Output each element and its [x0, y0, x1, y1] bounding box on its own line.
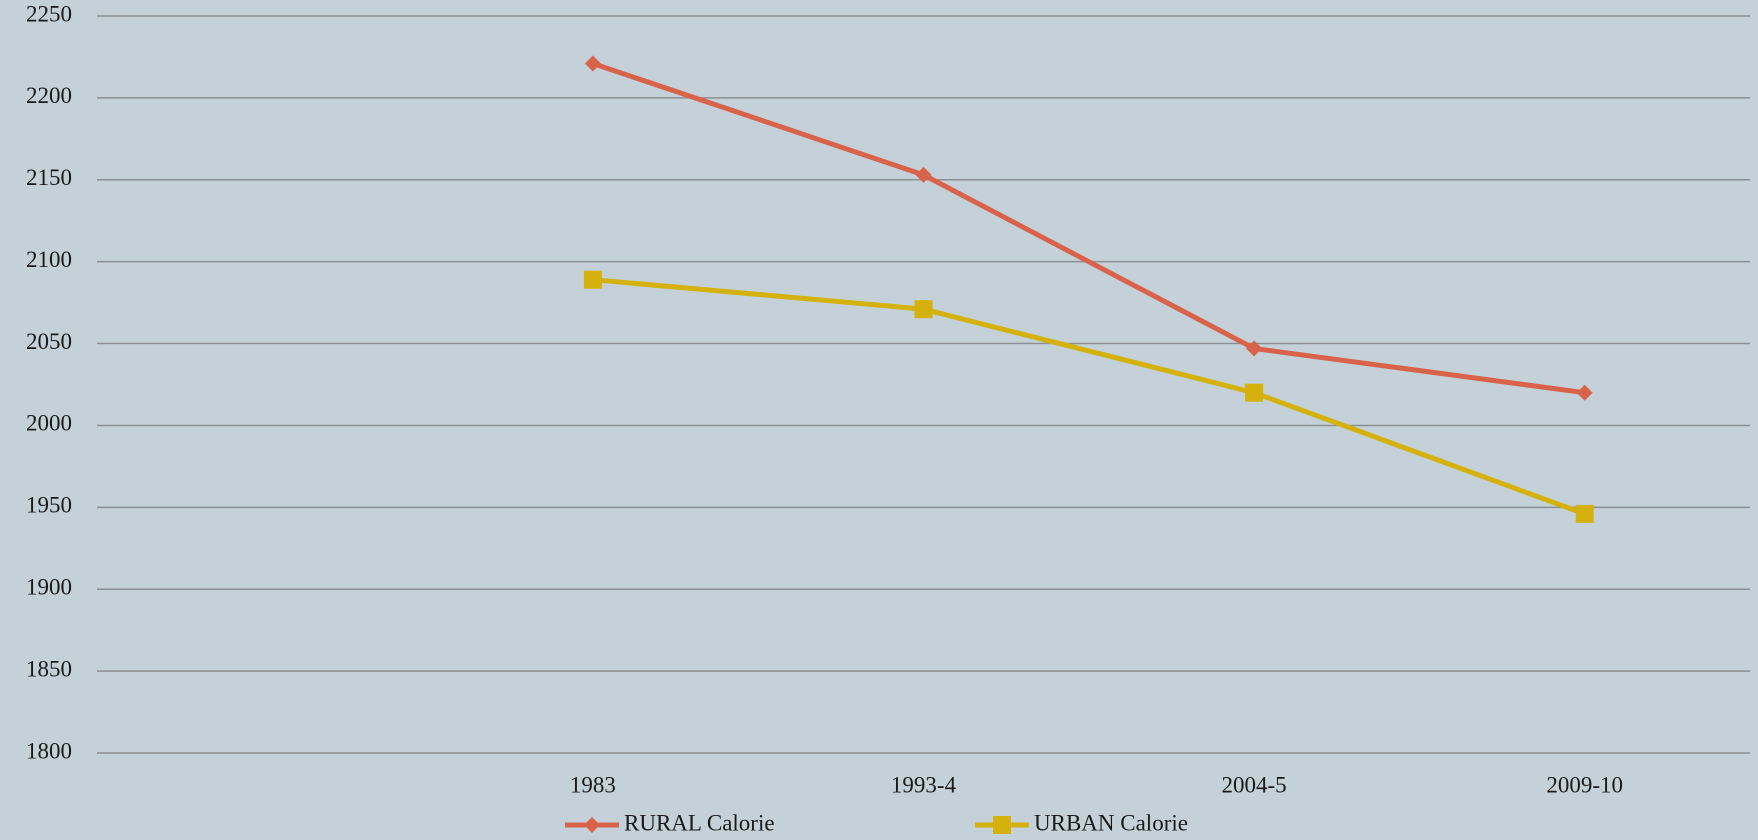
y-tick-label: 2150 — [26, 165, 72, 190]
point — [583, 270, 602, 289]
point — [915, 166, 932, 183]
x-tick-label: 1983 — [570, 772, 616, 797]
y-tick-label: 2100 — [26, 247, 72, 272]
y-tick-label: 2200 — [26, 83, 72, 108]
x-tick-label: 2004-5 — [1222, 772, 1287, 797]
series-line — [592, 277, 1586, 517]
y-tick-label: 1900 — [26, 575, 72, 600]
y-tick-label: 1950 — [26, 493, 72, 518]
legend-label: URBAN Calorie — [1034, 810, 1188, 835]
y-tick-label: 2050 — [26, 329, 72, 354]
x-tick-label: 2009-10 — [1546, 772, 1623, 797]
y-tick-label: 2000 — [26, 411, 72, 436]
legend-marker — [584, 817, 600, 833]
y-tick-label: 2250 — [26, 1, 72, 26]
legend-label: RURAL Calorie — [624, 810, 775, 835]
point — [1245, 383, 1264, 402]
point — [584, 55, 601, 72]
series-line — [592, 61, 1586, 396]
legend-marker — [993, 816, 1011, 834]
y-tick-label: 1800 — [26, 738, 72, 763]
y-tick-label: 1850 — [26, 656, 72, 681]
point — [1576, 384, 1593, 401]
point — [914, 300, 933, 319]
x-tick-label: 1993-4 — [891, 772, 957, 797]
point — [1246, 340, 1263, 357]
point — [1575, 504, 1594, 523]
